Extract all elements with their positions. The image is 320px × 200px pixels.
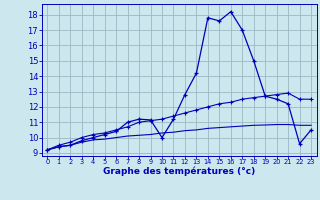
X-axis label: Graphe des températures (°c): Graphe des températures (°c): [103, 167, 255, 176]
